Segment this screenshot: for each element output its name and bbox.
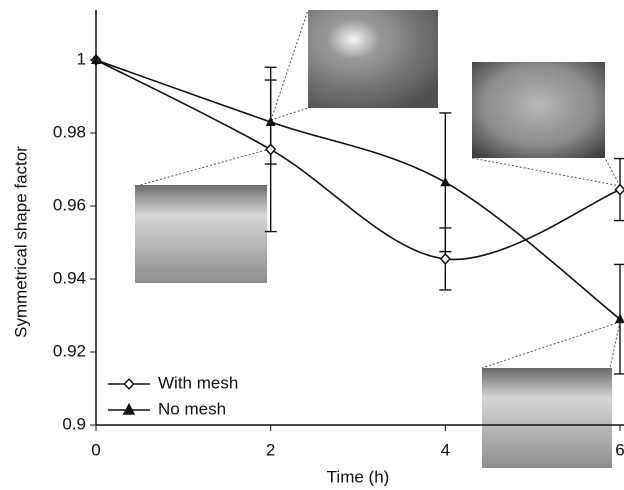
x-tick-label: 6 (615, 440, 624, 459)
series-line (95, 59, 621, 320)
marker (91, 54, 101, 64)
y-tick-label: 0.96 (53, 195, 86, 214)
y-tick-label: 1 (77, 49, 86, 68)
marker (614, 183, 624, 196)
marker (439, 252, 451, 266)
legend-marker (123, 377, 135, 391)
photo (472, 62, 605, 158)
marker (265, 116, 276, 127)
y-tick-label: 0.94 (53, 268, 86, 287)
y-tick-label: 0.92 (53, 341, 86, 360)
marker (265, 143, 277, 156)
legend-label: With mesh (158, 373, 238, 392)
photo-connectors (139, 9, 621, 369)
y-axis-label: Symmetrical shape factor (11, 146, 30, 338)
y-tick-label: 0.98 (53, 122, 86, 141)
x-tick-label: 0 (91, 440, 100, 459)
legend (104, 368, 302, 420)
series-line (95, 59, 621, 261)
y-tick-label: 0.9 (62, 414, 86, 433)
marker (615, 313, 624, 324)
photo (135, 185, 267, 283)
legend-label: No mesh (158, 399, 226, 418)
photo (482, 368, 612, 468)
x-tick-label: 2 (266, 440, 275, 459)
photo (308, 10, 438, 108)
legend-marker (122, 402, 136, 415)
x-tick-label: 4 (441, 440, 450, 459)
marker (440, 176, 451, 187)
x-axis-label: Time (h) (327, 467, 390, 486)
